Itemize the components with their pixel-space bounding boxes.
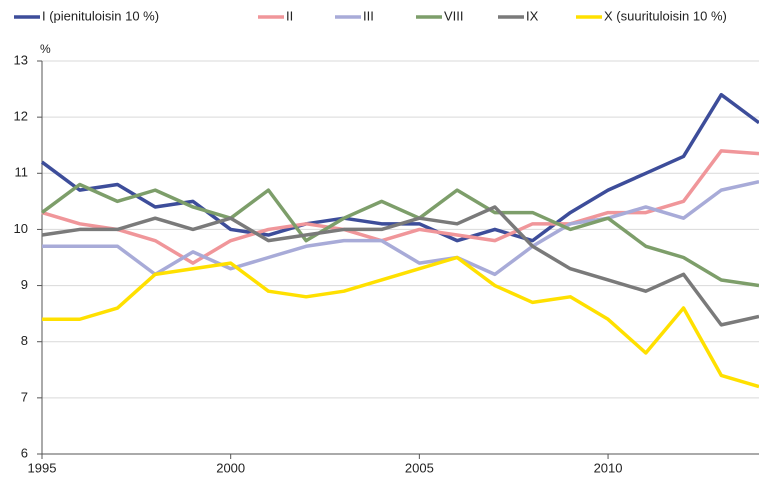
series-line [42, 255, 759, 389]
legend-label: IX [526, 8, 539, 23]
y-tick-label: 6 [21, 445, 28, 460]
x-tick-label: 2010 [594, 460, 623, 475]
legend-label: III [363, 8, 374, 23]
series-line [42, 179, 759, 277]
legend-label: I (pienituloisin 10 %) [42, 8, 159, 23]
legend-label: X (suurituloisin 10 %) [604, 8, 727, 23]
y-tick-label: 12 [14, 109, 28, 124]
unit-label: % [40, 42, 51, 56]
series-line [40, 182, 759, 288]
series-line [41, 205, 759, 327]
y-tick-label: 8 [21, 333, 28, 348]
legend-label: II [286, 8, 293, 23]
x-tick-label: 1995 [28, 460, 57, 475]
x-tick-label: 2000 [216, 460, 245, 475]
x-tick-label: 2005 [405, 460, 434, 475]
y-tick-label: 7 [21, 389, 28, 404]
legend-label: VIII [444, 8, 464, 23]
y-tick-label: 11 [15, 165, 29, 180]
y-tick-label: 13 [14, 52, 28, 67]
y-tick-label: 10 [14, 221, 28, 236]
series-line [41, 149, 759, 265]
y-tick-label: 9 [21, 277, 28, 292]
